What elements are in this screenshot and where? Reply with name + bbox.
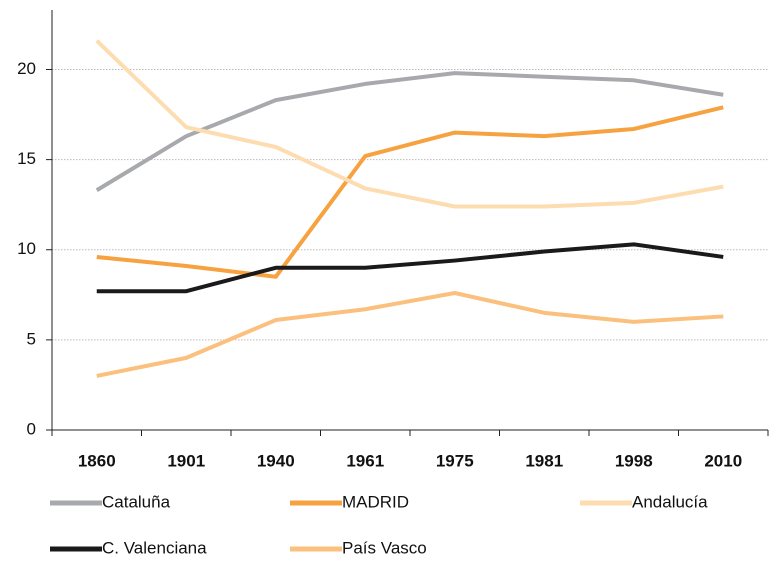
x-tick-label: 1860 [78,451,116,470]
x-tick-label: 1940 [257,451,295,470]
y-tick-label: 15 [17,149,36,168]
series-line [95,39,724,209]
legend-label: C. Valenciana [102,538,207,557]
y-tick-label: 0 [27,419,36,438]
x-tick-label: 1998 [615,451,653,470]
x-tick-label: 1981 [525,451,563,470]
legend-label: MADRID [342,492,409,511]
y-tick-label: 5 [27,329,36,348]
x-tick-label: 1961 [346,451,384,470]
series-line [96,242,724,294]
y-tick-label: 20 [17,59,36,78]
series-line [96,105,724,279]
legend-label: Cataluña [102,492,171,511]
x-tick-label: 1901 [167,451,205,470]
y-tick-label: 10 [17,239,36,258]
legend-label: Andalucía [632,492,708,511]
series-line [96,291,724,378]
x-tick-label: 2010 [704,451,742,470]
x-tick-label: 1975 [436,451,474,470]
legend-label: País Vasco [342,538,427,557]
series-line [95,71,724,192]
